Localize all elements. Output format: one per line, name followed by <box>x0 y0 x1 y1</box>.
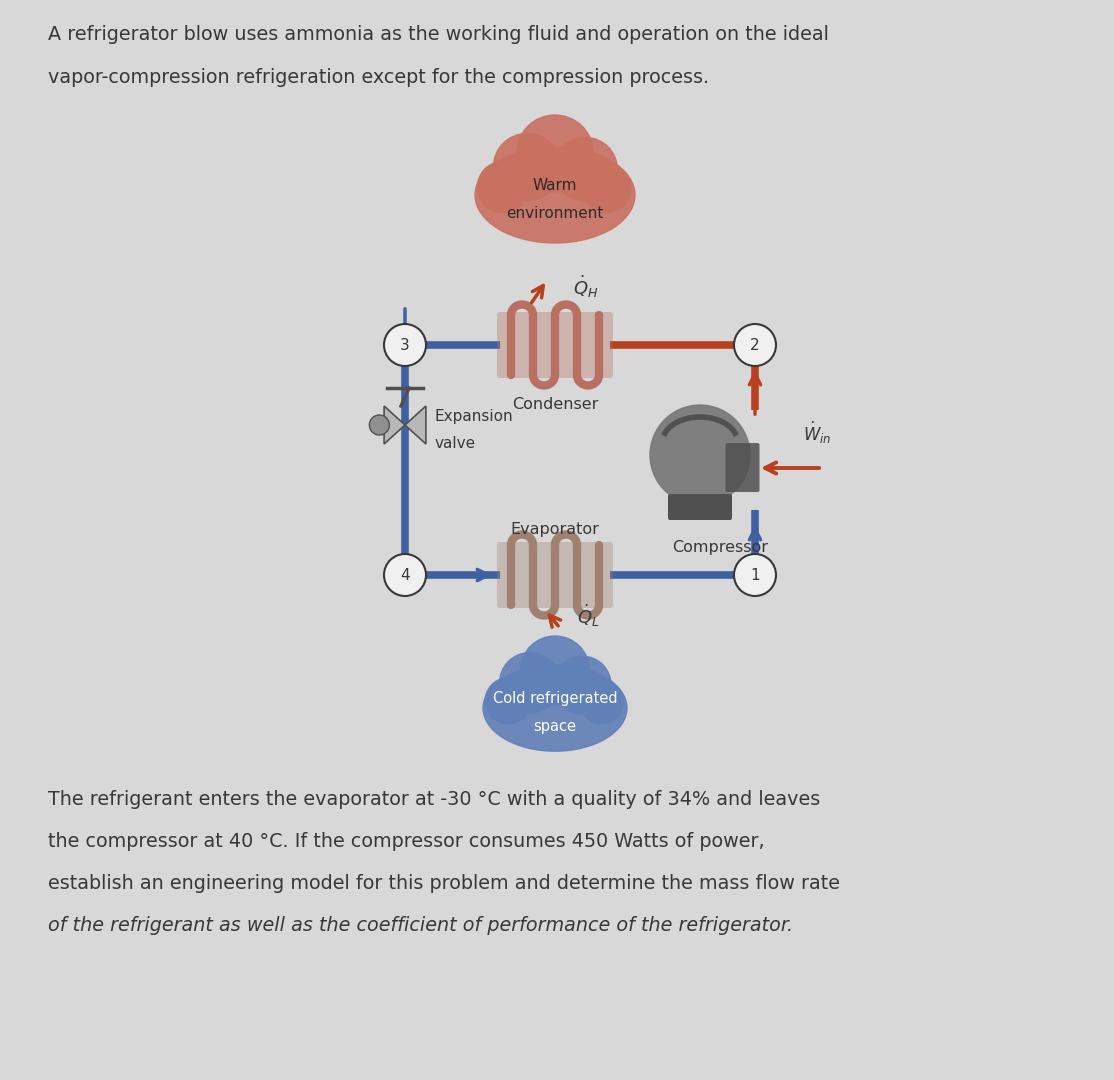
Circle shape <box>734 324 776 366</box>
Circle shape <box>499 652 560 713</box>
Text: establish an engineering model for this problem and determine the mass flow rate: establish an engineering model for this … <box>48 874 840 893</box>
Text: space: space <box>534 718 577 733</box>
Circle shape <box>384 554 426 596</box>
Text: 2: 2 <box>750 337 760 352</box>
Text: the compressor at 40 °C. If the compressor consumes 450 Watts of power,: the compressor at 40 °C. If the compress… <box>48 832 764 851</box>
Circle shape <box>734 554 776 596</box>
Circle shape <box>486 678 531 724</box>
Circle shape <box>580 680 624 724</box>
Text: Condenser: Condenser <box>511 397 598 411</box>
Text: 4: 4 <box>400 567 410 582</box>
Text: valve: valve <box>434 435 476 450</box>
Polygon shape <box>405 406 426 444</box>
Text: 1: 1 <box>750 567 760 582</box>
Circle shape <box>384 324 426 366</box>
Circle shape <box>478 161 529 213</box>
Circle shape <box>517 114 594 192</box>
Text: $\dot{Q}_H$: $\dot{Q}_H$ <box>573 274 598 300</box>
FancyBboxPatch shape <box>497 312 613 378</box>
Polygon shape <box>384 406 405 444</box>
Text: vapor-compression refrigeration except for the compression process.: vapor-compression refrigeration except f… <box>48 68 710 87</box>
Ellipse shape <box>483 665 627 752</box>
Circle shape <box>583 164 631 213</box>
Text: of the refrigerant as well as the coefficient of performance of the refrigerator: of the refrigerant as well as the coeffi… <box>48 916 793 935</box>
Text: $\dot{W}_{in}$: $\dot{W}_{in}$ <box>803 420 831 446</box>
Circle shape <box>649 405 750 505</box>
Text: Cold refrigerated: Cold refrigerated <box>492 690 617 705</box>
FancyBboxPatch shape <box>668 494 732 519</box>
FancyBboxPatch shape <box>497 542 613 608</box>
Text: Warm: Warm <box>532 177 577 192</box>
Circle shape <box>554 657 612 714</box>
Text: Expansion: Expansion <box>434 409 514 424</box>
Circle shape <box>494 134 560 201</box>
Text: $\dot{Q}_L$: $\dot{Q}_L$ <box>577 603 599 630</box>
Circle shape <box>370 415 390 435</box>
FancyBboxPatch shape <box>725 443 760 492</box>
Ellipse shape <box>475 147 635 243</box>
Text: A refrigerator blow uses ammonia as the working fluid and operation on the ideal: A refrigerator blow uses ammonia as the … <box>48 25 829 44</box>
Text: The refrigerant enters the evaporator at -30 °C with a quality of 34% and leaves: The refrigerant enters the evaporator at… <box>48 789 820 809</box>
Text: Evaporator: Evaporator <box>510 522 599 537</box>
Text: Compressor: Compressor <box>672 540 768 555</box>
Circle shape <box>520 636 589 705</box>
Text: 3: 3 <box>400 337 410 352</box>
Text: environment: environment <box>506 205 604 220</box>
Circle shape <box>554 137 617 201</box>
